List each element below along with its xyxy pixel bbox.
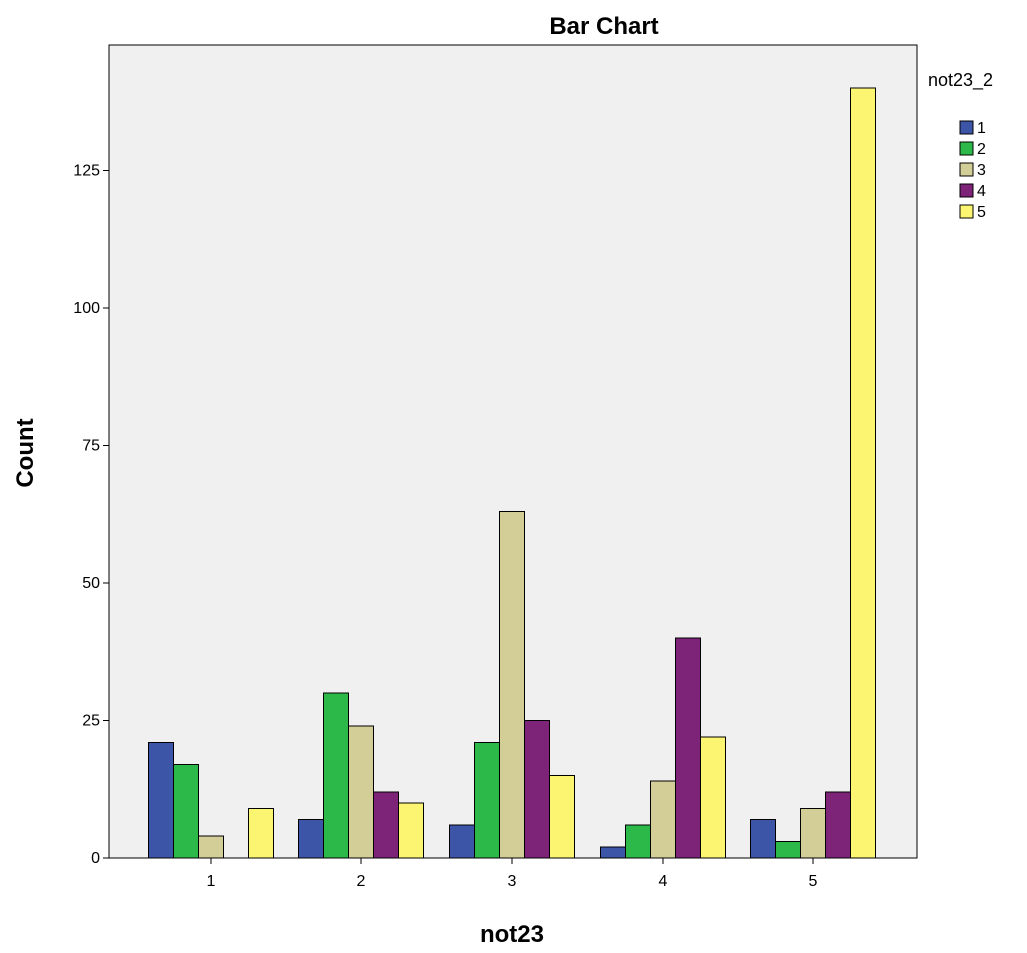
bar-2-series-2 — [323, 692, 349, 859]
x-tick-label: 3 — [508, 873, 517, 890]
bar-2-series-4 — [373, 791, 399, 859]
x-tick-label: 4 — [659, 873, 668, 890]
legend-swatch-3 — [959, 162, 974, 177]
bar-5-series-2 — [775, 841, 801, 859]
bar-4-series-1 — [600, 846, 626, 859]
x-tick-label: 2 — [357, 873, 366, 890]
bar-2-series-1 — [298, 819, 324, 859]
x-tick-label: 5 — [809, 873, 818, 890]
bars-group — [148, 87, 876, 859]
x-tick-label: 1 — [207, 873, 216, 890]
legend-label-1: 1 — [977, 120, 986, 137]
y-tick-label: 50 — [82, 575, 100, 592]
bar-5-series-5 — [850, 87, 876, 859]
y-axis-title: Count — [12, 418, 39, 487]
bar-3-series-2 — [474, 742, 500, 859]
bar-5-series-1 — [750, 819, 776, 859]
legend-label-3: 3 — [977, 162, 986, 179]
legend-swatch-2 — [959, 141, 974, 156]
bar-3-series-1 — [449, 824, 475, 859]
bar-5-series-3 — [800, 808, 826, 859]
bar-5-series-4 — [825, 791, 851, 859]
x-axis-title: not23 — [480, 921, 544, 948]
x-axis: 1 2 3 4 5 — [109, 857, 917, 890]
bar-4-series-4 — [675, 637, 701, 859]
bar-1-series-2 — [173, 764, 199, 859]
y-tick-label: 25 — [82, 713, 100, 730]
legend-swatch-4 — [959, 183, 974, 198]
bar-3-series-3 — [499, 511, 525, 859]
y-axis: 0 25 50 75 100 125 — [73, 45, 110, 867]
legend-label-4: 4 — [977, 183, 986, 200]
legend: not23_2 1 2 3 4 5 — [928, 70, 993, 221]
y-tick-label: 100 — [73, 300, 100, 317]
bar-2-series-5 — [398, 802, 424, 859]
bar-3-series-4 — [524, 720, 550, 859]
chart-title: Bar Chart — [549, 13, 658, 40]
y-tick-label: 0 — [91, 850, 100, 867]
bar-2-series-3 — [348, 725, 374, 859]
bar-4-series-2 — [625, 824, 651, 859]
bar-4-series-5 — [700, 736, 726, 859]
legend-label-5: 5 — [977, 204, 986, 221]
y-tick-label: 75 — [82, 438, 100, 455]
legend-label-2: 2 — [977, 141, 986, 158]
y-tick-label: 125 — [73, 163, 100, 180]
bar-3-series-5 — [549, 775, 575, 859]
bar-1-series-5 — [248, 808, 274, 859]
legend-swatch-1 — [959, 120, 974, 135]
bar-1-series-3 — [198, 835, 224, 859]
legend-title: not23_2 — [928, 70, 993, 91]
bar-4-series-3 — [650, 780, 676, 859]
legend-swatch-5 — [959, 204, 974, 219]
bar-1-series-1 — [148, 742, 174, 859]
